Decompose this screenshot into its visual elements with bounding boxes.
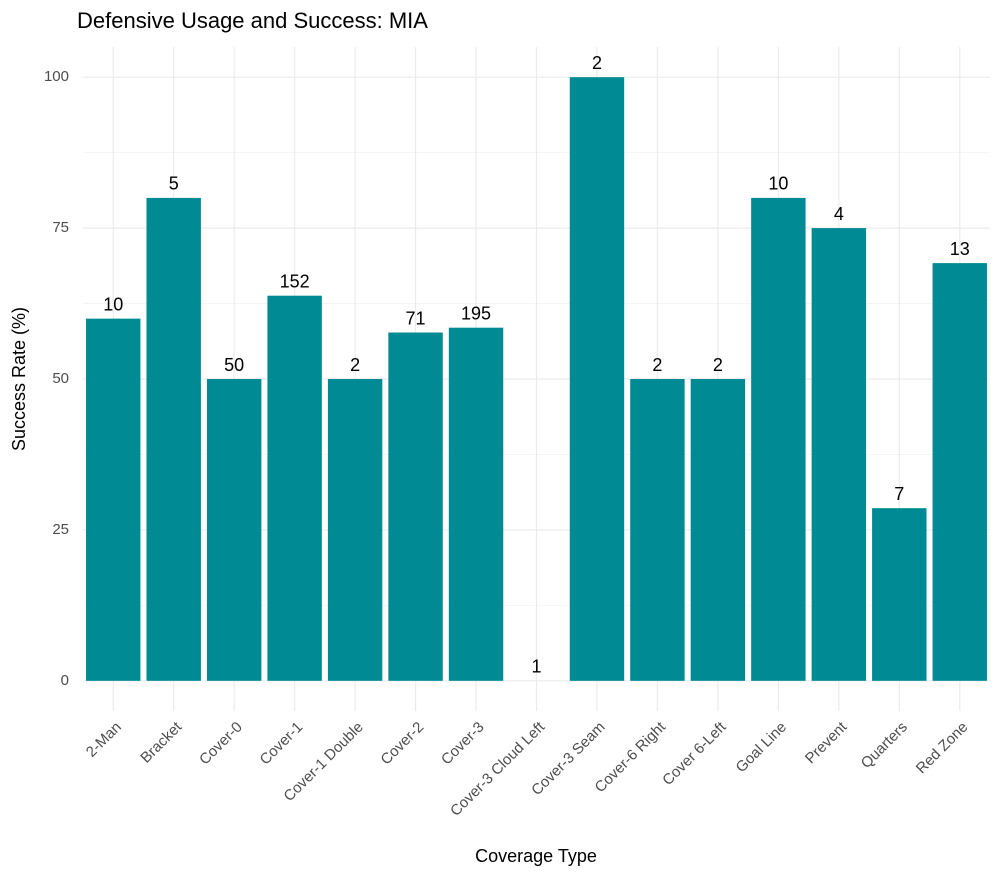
- count-label: 10: [768, 174, 788, 194]
- x-tick-label: Red Zone: [913, 719, 972, 778]
- bar: [448, 327, 504, 681]
- bar: [569, 77, 625, 681]
- x-tick-label: Cover-3: [438, 719, 488, 769]
- y-tick-label: 25: [52, 521, 69, 538]
- bar: [146, 197, 201, 681]
- x-axis-title: Coverage Type: [475, 846, 597, 866]
- bar: [327, 379, 383, 681]
- y-axis-title: Success Rate (%): [9, 307, 29, 451]
- count-label: 2: [592, 53, 602, 73]
- count-label: 13: [950, 239, 970, 259]
- count-label: 195: [461, 303, 491, 323]
- count-label: 5: [169, 174, 179, 194]
- count-label: 2: [713, 355, 723, 375]
- y-tick-label: 75: [52, 219, 69, 236]
- bar: [811, 228, 867, 681]
- bar: [872, 508, 927, 681]
- x-tick-label: Cover-0: [196, 719, 246, 769]
- count-label: 7: [894, 484, 904, 504]
- count-label: 2: [652, 355, 662, 375]
- bar: [388, 332, 443, 681]
- x-tick-label: Goal Line: [733, 719, 790, 776]
- x-tick-label: Cover-1: [257, 719, 307, 769]
- bar: [932, 263, 987, 681]
- bar: [751, 197, 806, 681]
- bar: [630, 379, 685, 681]
- count-label: 1: [531, 657, 541, 677]
- y-tick-label: 100: [44, 68, 69, 85]
- bar: [206, 379, 262, 681]
- count-label: 10: [103, 294, 123, 314]
- x-tick-label: 2-Man: [83, 719, 125, 761]
- bar: [690, 379, 746, 681]
- x-tick-label: Cover 6-Left: [659, 718, 730, 789]
- x-tick-label: Cover-2: [377, 719, 427, 769]
- x-tick-label: Bracket: [137, 718, 186, 767]
- count-label: 152: [280, 271, 310, 291]
- chart-title: Defensive Usage and Success: MIA: [77, 8, 428, 33]
- y-tick-label: 0: [61, 672, 69, 689]
- x-tick-label: Quarters: [858, 719, 911, 772]
- count-label: 4: [834, 204, 844, 224]
- bar: [86, 318, 141, 681]
- y-tick-label: 50: [52, 370, 69, 387]
- count-label: 71: [406, 308, 426, 328]
- bar: [267, 295, 322, 681]
- count-label: 50: [224, 355, 244, 375]
- count-label: 2: [350, 355, 360, 375]
- x-tick-label: Prevent: [802, 718, 851, 767]
